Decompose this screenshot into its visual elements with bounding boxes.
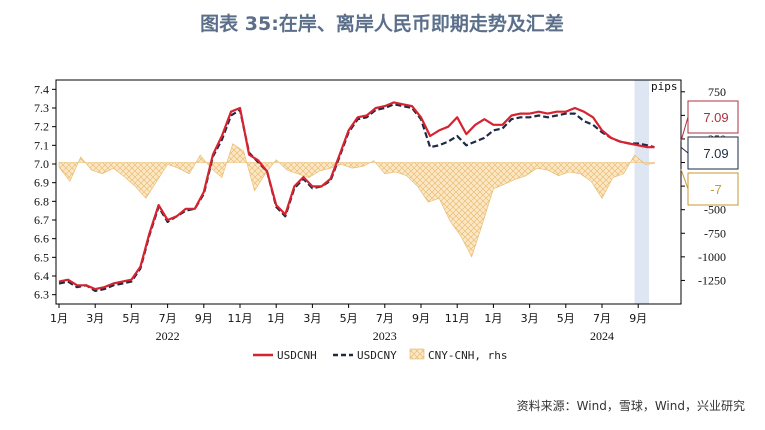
legend-label: USDCNH xyxy=(277,349,317,362)
year-label: 2024 xyxy=(590,329,614,343)
x-tick-label: 1月 xyxy=(50,312,68,325)
highlight-band xyxy=(634,80,650,304)
cny-cnh-spread-area xyxy=(58,143,655,258)
left-tick-label: 7.3 xyxy=(34,101,49,115)
callout-value: 7.09 xyxy=(703,146,728,161)
legend-swatch xyxy=(409,348,425,360)
fx-lines xyxy=(58,101,655,292)
x-tick-label: 9月 xyxy=(412,312,430,325)
callout-leader xyxy=(680,116,689,142)
left-tick-label: 6.3 xyxy=(34,288,49,302)
right-tick-label: -1250 xyxy=(698,273,726,287)
left-tick-label: 6.9 xyxy=(34,176,49,190)
left-axis: 6.3 6.4 6.5 6.6 6.7 6.8 6.9 7.0 7.1 7.2 7.3 7.4 xyxy=(34,82,56,302)
recent-period-highlight xyxy=(634,80,650,304)
callout-box xyxy=(687,136,739,170)
x-axis: 1月 3月 5月 7月 9月 11月 1月 3月 5月 7月 9月 11月 1月 3月 5月 7月 9月 2022… xyxy=(50,304,647,343)
x-tick-label: 7月 xyxy=(376,312,394,325)
chart-title: 图表 35:在岸、离岸人民币即期走势及汇差 xyxy=(200,12,564,35)
legend-label: USDCNY xyxy=(357,349,397,362)
callout-value: -7 xyxy=(710,182,722,197)
callout-box xyxy=(687,172,739,206)
x-tick-label: 9月 xyxy=(195,312,213,325)
callout-leader xyxy=(680,169,689,190)
left-tick-label: 7.2 xyxy=(34,120,49,134)
right-tick-label: -750 xyxy=(704,226,726,240)
usdcnh-line xyxy=(58,101,655,291)
left-tick-label: 6.4 xyxy=(34,269,49,283)
left-tick-label: 7.0 xyxy=(34,157,49,171)
source-note: 资料来源：Wind，雪球，Wind，兴业研究 xyxy=(517,398,745,413)
x-tick-label: 11月 xyxy=(445,312,470,325)
x-tick-label: 1月 xyxy=(484,312,502,325)
right-tick-label: -500 xyxy=(704,203,726,217)
x-tick-label: 3月 xyxy=(521,312,539,325)
plot-frame xyxy=(55,79,682,305)
left-tick-label: 7.1 xyxy=(34,138,49,152)
x-tick-label: 7月 xyxy=(593,312,611,325)
callout-leader xyxy=(680,146,689,154)
year-label: 2023 xyxy=(373,329,397,343)
x-tick-label: 7月 xyxy=(159,312,177,325)
x-tick-label: 9月 xyxy=(629,312,647,325)
left-tick-label: 6.5 xyxy=(34,250,49,264)
left-tick-label: 6.7 xyxy=(34,213,49,227)
left-tick-label: 6.6 xyxy=(34,232,49,246)
x-tick-label: 3月 xyxy=(86,312,104,325)
x-tick-label: 3月 xyxy=(303,312,321,325)
x-tick-label: 11月 xyxy=(228,312,253,325)
legend: USDCNH USDCNY CNY-CNH, rhs xyxy=(253,348,507,362)
x-tick-label: 5月 xyxy=(557,312,575,325)
legend-label: CNY-CNH, rhs xyxy=(428,349,507,362)
callout-value: 7.09 xyxy=(703,110,728,125)
x-tick-label: 5月 xyxy=(340,312,358,325)
x-tick-label: 1月 xyxy=(267,312,285,325)
cny-cnh-area xyxy=(58,143,655,258)
left-tick-label: 7.4 xyxy=(34,82,49,96)
latest-value-callouts: 7.09 7.09 -7 xyxy=(680,100,739,206)
left-tick-label: 6.8 xyxy=(34,194,49,208)
usdcny-line xyxy=(58,103,655,292)
year-label: 2022 xyxy=(156,329,180,343)
x-tick-label: 5月 xyxy=(122,312,140,325)
pips-label: pips xyxy=(651,80,678,93)
right-tick-label: 750 xyxy=(708,85,726,99)
right-tick-label: -1000 xyxy=(698,250,726,264)
